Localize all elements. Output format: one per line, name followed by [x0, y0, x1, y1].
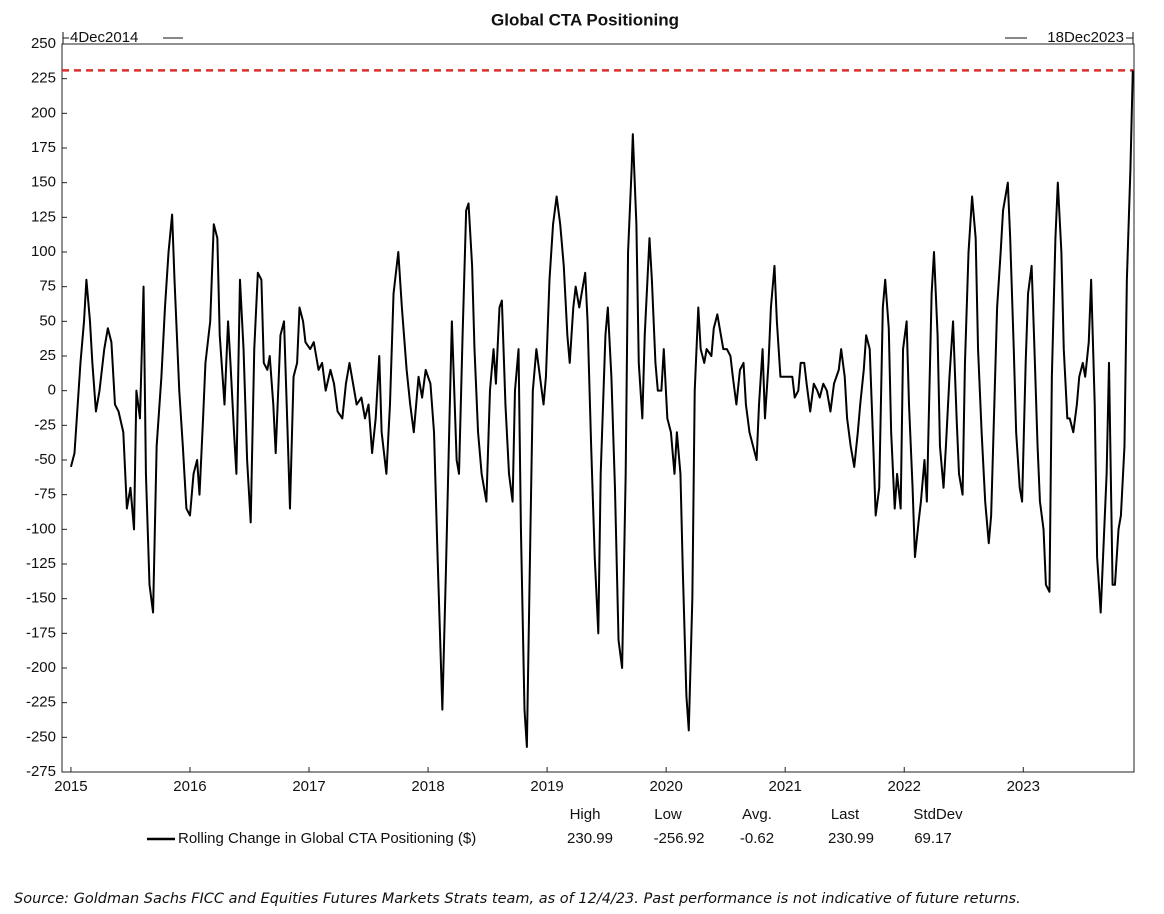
y-tick-label: -125	[26, 555, 56, 572]
y-tick-label: -275	[26, 763, 56, 780]
y-tick-label: 200	[31, 104, 56, 121]
stat-header: Last	[831, 806, 860, 823]
y-tick-label: -225	[26, 694, 56, 711]
start-label: 4Dec2014	[70, 29, 138, 46]
y-tick-label: -25	[34, 416, 56, 433]
stat-header: Avg.	[742, 806, 772, 823]
stat-value: 230.99	[567, 830, 613, 847]
series-line	[69, 70, 1134, 748]
end-label: 18Dec2023	[1047, 29, 1124, 46]
y-tick-label: 0	[48, 382, 56, 399]
legend-label: Rolling Change in Global CTA Positioning…	[178, 830, 476, 847]
stat-value: -0.62	[740, 830, 774, 847]
stat-header: Low	[654, 806, 682, 823]
y-tick-label: 225	[31, 70, 56, 87]
y-tick-label: -250	[26, 728, 56, 745]
date-brackets	[62, 32, 1134, 44]
y-tick-label: 250	[31, 35, 56, 52]
y-tick-label: -200	[26, 659, 56, 676]
x-tick-label: 2020	[649, 778, 682, 795]
footnote: Source: Goldman Sachs FICC and Equities …	[14, 891, 1021, 907]
stat-value: -256.92	[654, 830, 705, 847]
x-tick-label: 2021	[769, 778, 802, 795]
y-tick-label: -100	[26, 520, 56, 537]
stat-value: 69.17	[914, 830, 952, 847]
y-tick-label: 150	[31, 174, 56, 191]
stat-value: 230.99	[828, 830, 874, 847]
x-tick-label: 2019	[530, 778, 563, 795]
stat-header: StdDev	[913, 806, 963, 823]
y-tick-label: 175	[31, 139, 56, 156]
x-tick-label: 2016	[173, 778, 206, 795]
plot-frame	[61, 43, 1135, 773]
y-tick-label: 50	[39, 312, 56, 329]
x-tick-label: 2015	[54, 778, 87, 795]
y-tick-label: 25	[39, 347, 56, 364]
y-tick-label: -150	[26, 590, 56, 607]
x-tick-label: 2017	[292, 778, 325, 795]
chart-title: Global CTA Positioning	[491, 10, 679, 29]
stat-header: High	[570, 806, 601, 823]
x-tick-label: 2018	[411, 778, 444, 795]
y-tick-label: 100	[31, 243, 56, 260]
x-tick-label: 2023	[1007, 778, 1040, 795]
y-tick-label: -50	[34, 451, 56, 468]
y-tick-label: 125	[31, 208, 56, 225]
x-tick-label: 2022	[888, 778, 921, 795]
y-tick-label: 75	[39, 278, 56, 295]
y-tick-label: -175	[26, 624, 56, 641]
y-tick-label: -75	[34, 486, 56, 503]
